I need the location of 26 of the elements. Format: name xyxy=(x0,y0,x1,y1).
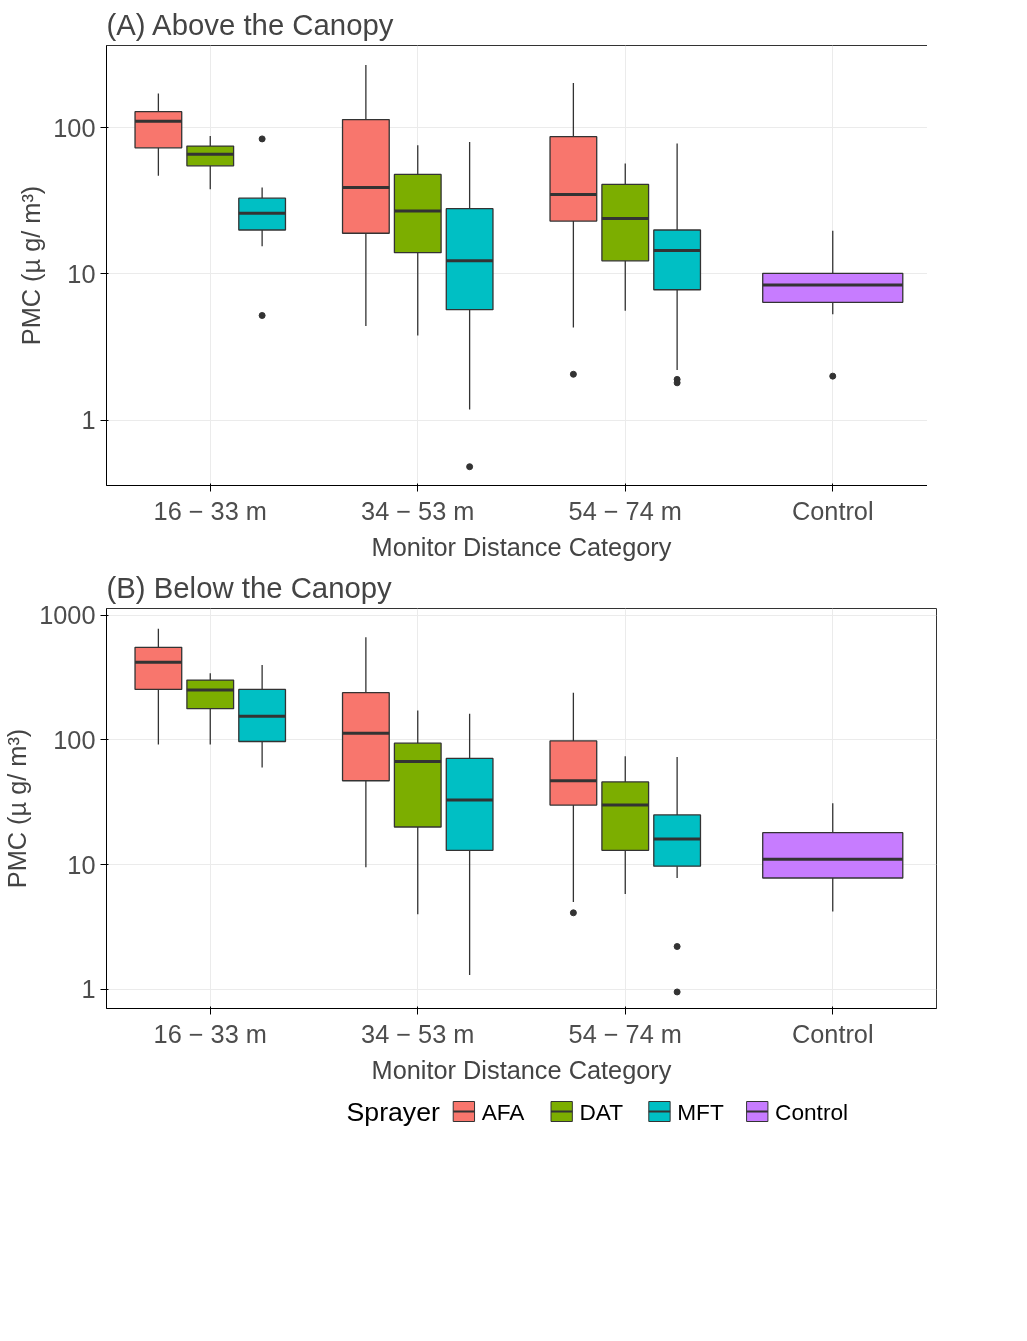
y-axis-title: PMC (µ g/ m³) xyxy=(3,728,32,889)
y-tick-label: 1000 xyxy=(39,601,96,630)
legend-title: Sprayer xyxy=(346,1096,440,1127)
legend-label: Control xyxy=(775,1098,849,1125)
y-axis-title: PMC (µ g/ m³) xyxy=(17,185,46,346)
y-tick-label: 100 xyxy=(53,725,96,754)
x-tick-label: Control xyxy=(791,496,874,525)
legend-label: MFT xyxy=(677,1098,724,1125)
x-tick-label: 34 − 53 m xyxy=(361,496,475,525)
y-tick-label: 10 xyxy=(67,259,96,288)
x-axis-title: Monitor Distance Category xyxy=(371,532,672,561)
y-tick-label: 1 xyxy=(81,975,96,1004)
y-tick-label: 100 xyxy=(53,113,96,142)
chart-title: (A) Above the Canopy xyxy=(106,7,394,41)
chart-title: (B) Below the Canopy xyxy=(106,570,393,604)
legend-label: AFA xyxy=(481,1098,526,1125)
x-tick-label: 16 − 33 m xyxy=(153,496,267,525)
x-axis-title: Monitor Distance Category xyxy=(371,1055,672,1084)
y-tick-label: 10 xyxy=(67,850,96,879)
x-tick-label: 54 − 74 m xyxy=(568,496,682,525)
x-tick-label: 54 − 74 m xyxy=(568,1019,682,1048)
x-tick-label: Control xyxy=(791,1019,874,1048)
x-tick-label: 16 − 33 m xyxy=(153,1019,267,1048)
y-tick-label: 1 xyxy=(81,406,96,435)
x-tick-label: 34 − 53 m xyxy=(361,1019,475,1048)
legend-label: DAT xyxy=(579,1098,624,1125)
